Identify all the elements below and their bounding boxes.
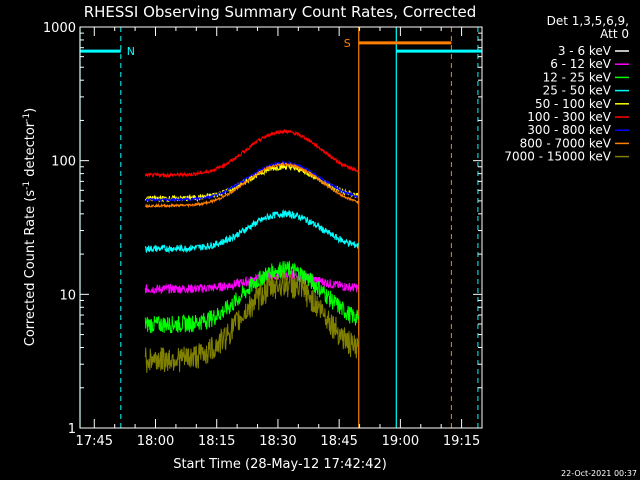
x-tick-label-1: 18:00 [137,434,174,449]
legend-label-4: 50 - 100 keV [535,97,612,111]
series-traces [144,128,359,393]
legend-header-line-2: Att 0 [600,27,629,41]
series-line-1 [144,270,359,295]
timestamp: 22-Oct-2021 00:37 [561,469,637,478]
x-tick-label-4: 18:45 [320,434,357,449]
x-tick-label-2: 18:15 [198,434,235,449]
series-line-3 [144,209,359,254]
legend-label-0: 3 - 6 keV [558,44,612,58]
y-tick-label-0: 1 [68,422,76,437]
y-axis-label: Corrected Count Rate (s-1 detector-1) [22,108,38,346]
legend-label-7: 800 - 7000 keV [520,136,612,150]
saa-label: S [344,37,351,50]
series-line-8 [144,272,359,373]
x-tick-label-5: 19:00 [382,434,419,449]
series-line-2 [144,260,359,334]
y-tick-label-3: 1000 [43,21,76,36]
x-tick-label-0: 17:45 [76,434,113,449]
legend-header-line-1: Det 1,3,5,6,9, [547,14,629,28]
legend-label-2: 12 - 25 keV [543,70,612,84]
legend-label-6: 300 - 800 keV [527,123,611,137]
legend-label-1: 6 - 12 keV [550,57,612,71]
legend-label-3: 25 - 50 keV [543,84,612,98]
x-tick-label-3: 18:30 [259,434,296,449]
series-line-6 [144,160,359,203]
plot-frame [79,26,483,429]
axes: 1 10 100 1000 17:45 18:00 18:15 18:30 18:45 19:00… [43,21,483,449]
y-tick-label-2: 100 [51,155,76,170]
y-tick-label-1: 10 [59,288,76,303]
legend-label-8: 7000 - 15000 keV [504,150,611,164]
chart-title: RHESSI Observing Summary Count Rates, Co… [84,3,477,21]
legend-label-5: 100 - 300 keV [527,110,611,124]
x-tick-label-6: 19:15 [443,434,480,449]
series-line-5 [144,128,359,179]
x-axis-label: Start Time (28-May-12 17:42:42) [173,457,387,472]
night-label: N [127,45,135,58]
series-line-7 [144,161,359,209]
